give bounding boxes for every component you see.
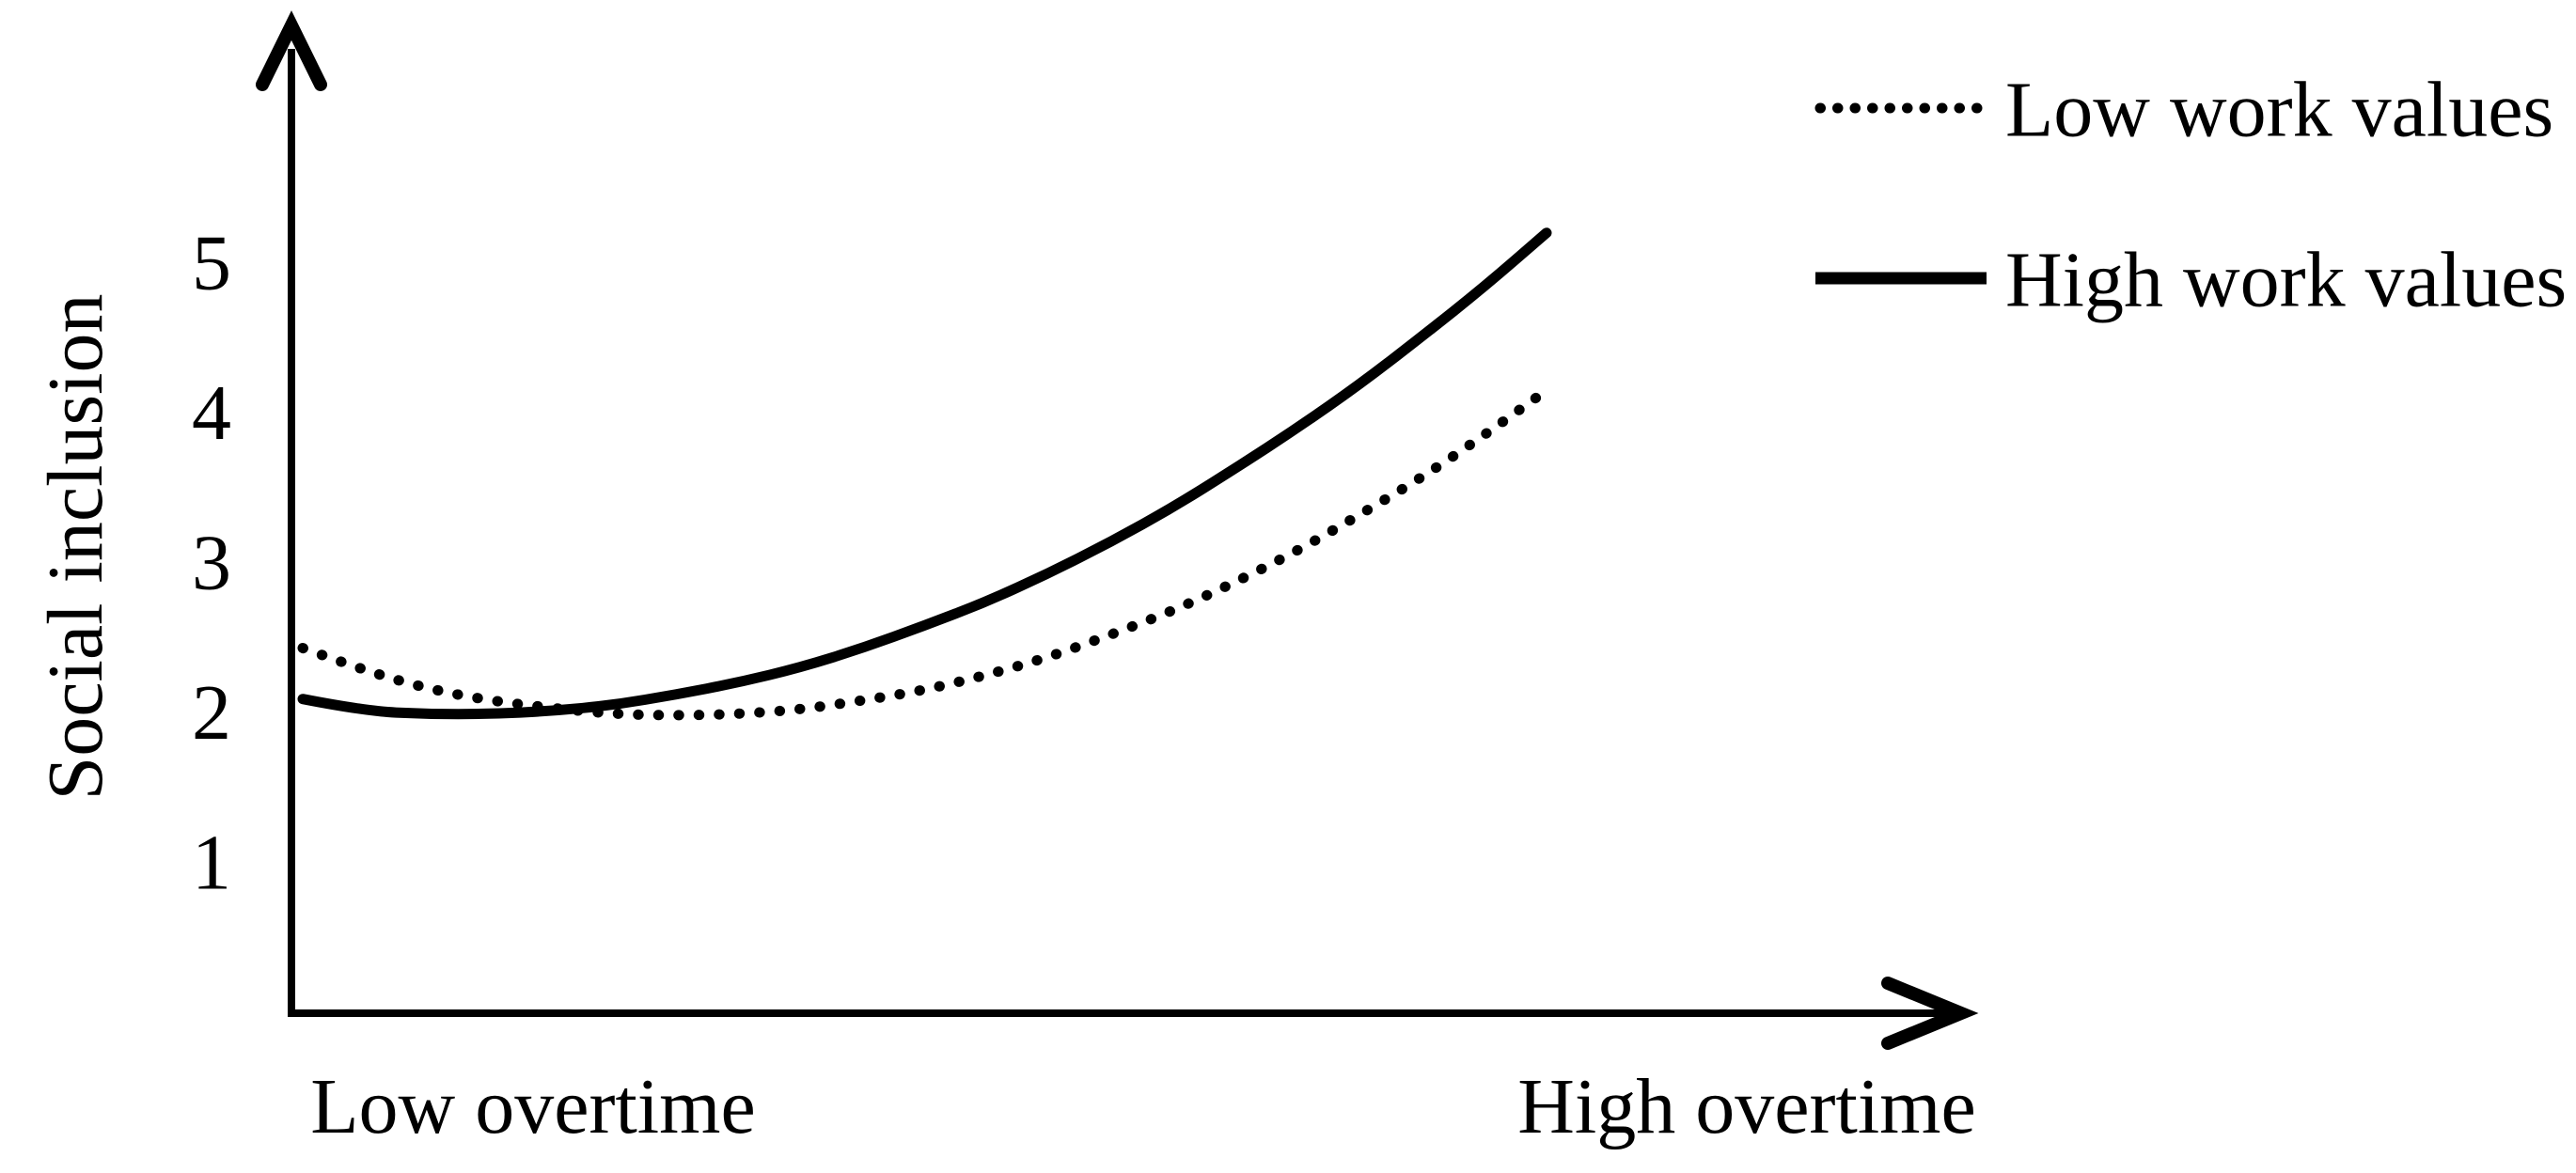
y-tick-label: 3 [192, 519, 231, 606]
y-axis-title: Social inclusion [32, 294, 119, 801]
y-tick-label: 5 [192, 219, 231, 306]
x-axis-label-high-overtime: High overtime [1517, 1063, 1976, 1150]
legend-label-low-work-values: Low work values [2005, 66, 2553, 153]
x-axis [288, 977, 1979, 1050]
legend-label-high-work-values: High work values [2005, 236, 2567, 323]
y-axis-arrowhead-icon [256, 10, 327, 91]
y-tick-labels: 5 4 3 2 1 [192, 219, 231, 906]
x-axis-label-low-overtime: Low overtime [310, 1063, 756, 1150]
y-axis [256, 10, 327, 1017]
legend-item-low-work-values: Low work values [1814, 66, 2553, 153]
series-line-low-work-values [297, 384, 1552, 721]
y-tick-label: 2 [192, 669, 231, 757]
series-line-high-work-values [297, 227, 1552, 720]
legend: Low work values High work values [1814, 66, 2567, 323]
x-axis-arrowhead-icon [1881, 977, 1979, 1050]
legend-item-high-work-values: High work values [1815, 236, 2567, 323]
y-tick-label: 1 [192, 819, 231, 906]
y-tick-label: 4 [192, 369, 231, 457]
